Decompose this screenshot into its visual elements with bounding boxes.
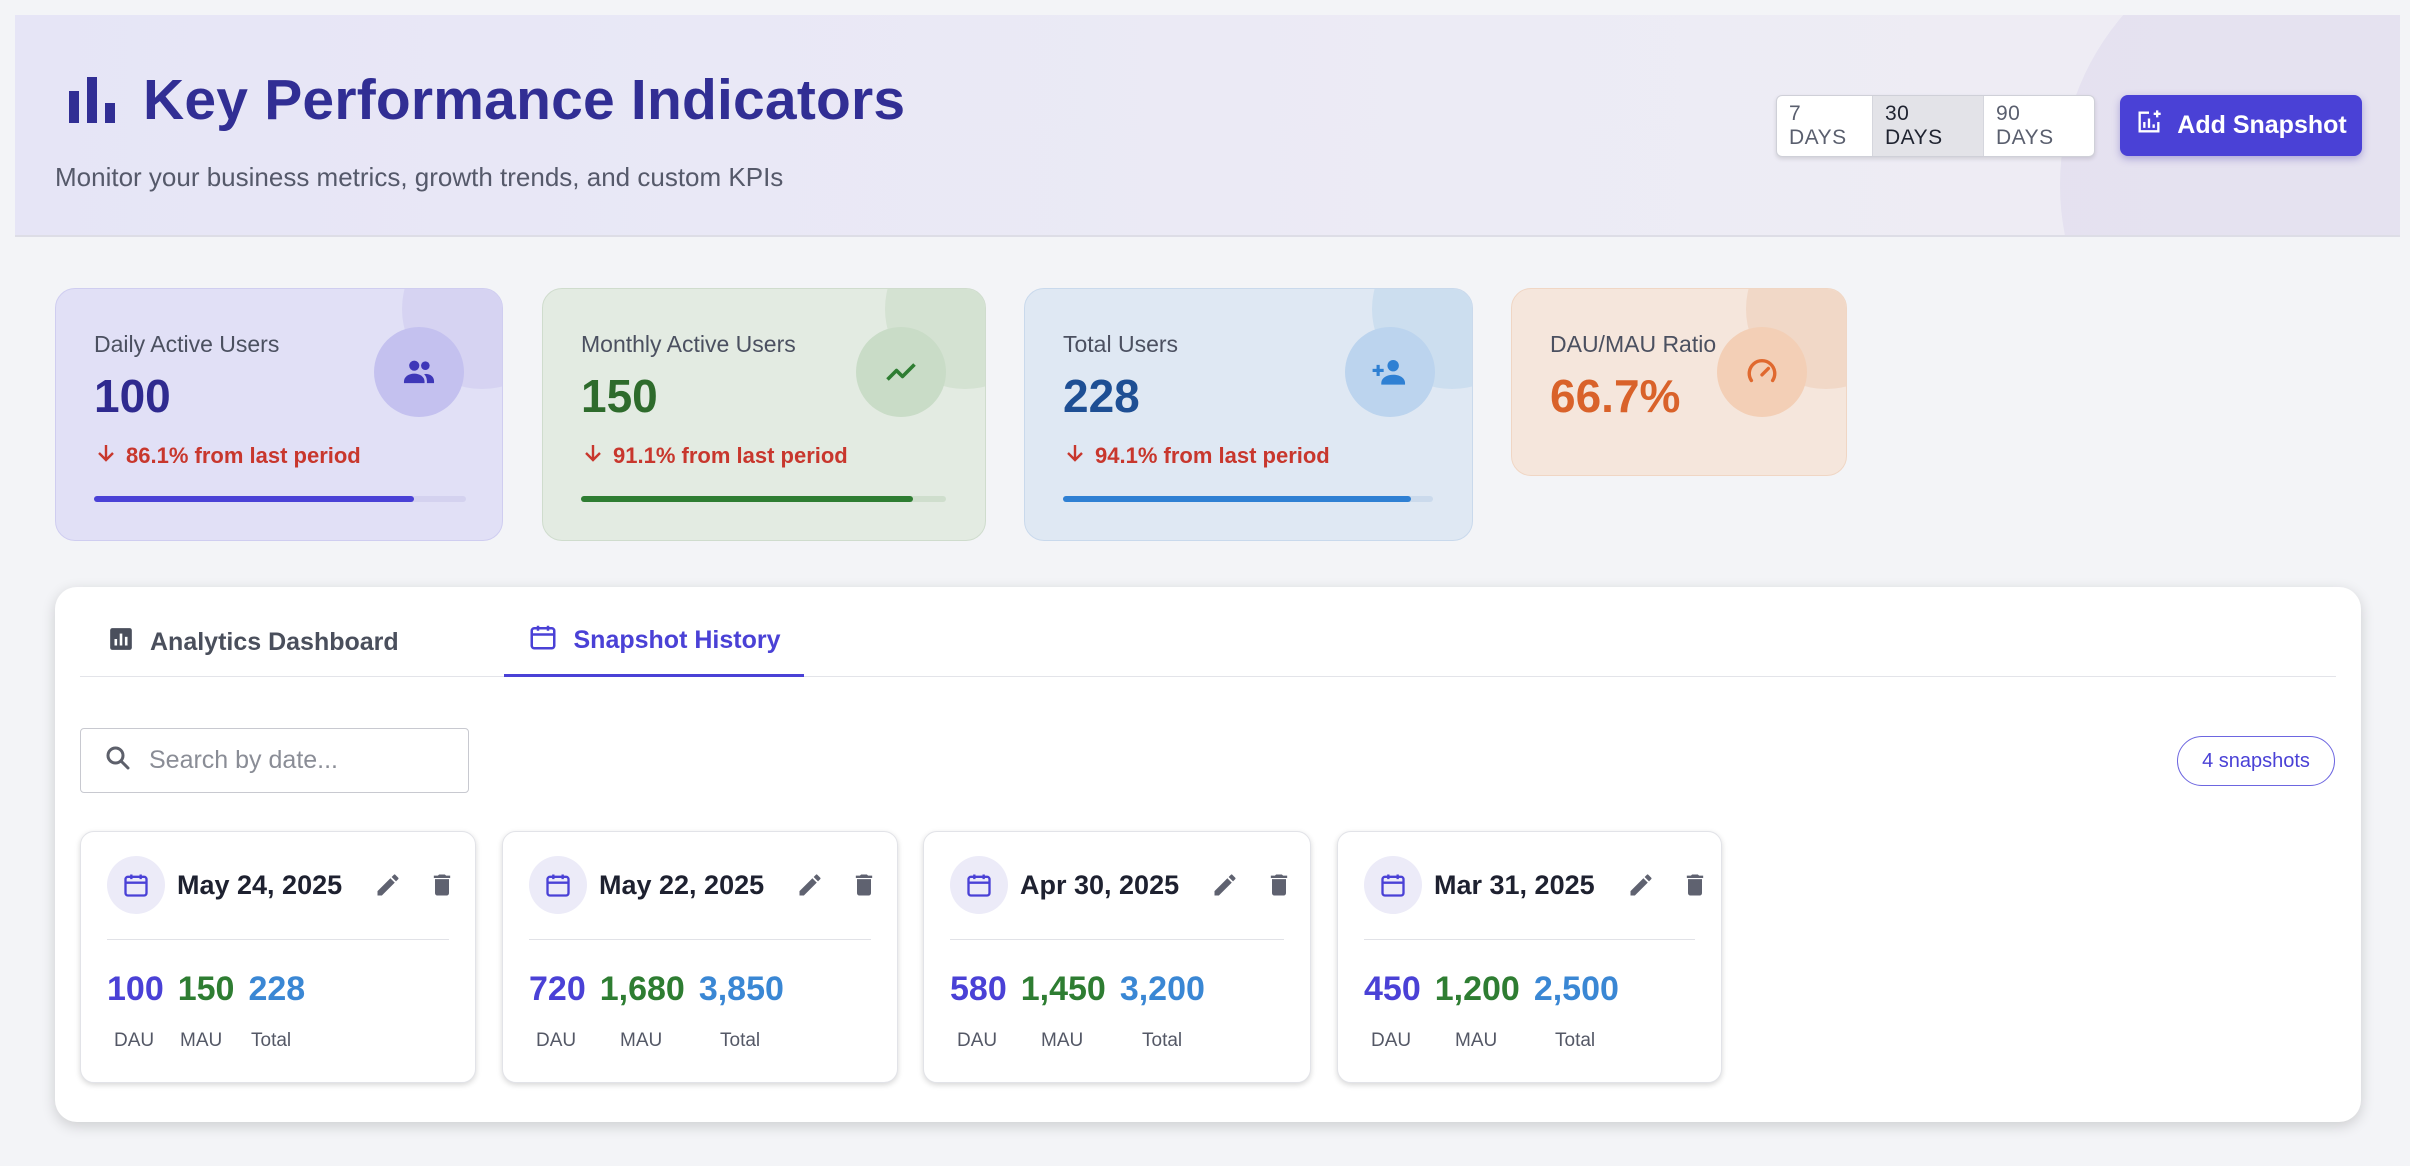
total-label: Total [720,1030,761,1051]
kpi-trend: 91.1% from last period [581,441,848,471]
kpi-value: 150 [581,370,658,422]
kpi-card-dau-mau-ratio: DAU/MAU Ratio 66.7% [1511,288,1847,476]
delete-icon[interactable] [1259,865,1299,905]
kpi-label: DAU/MAU Ratio [1550,331,1717,357]
speedometer-icon [1717,327,1807,417]
total-label: Total [1142,1030,1183,1051]
arrow-down-icon [1063,441,1087,471]
snapshot-card: May 24, 2025 100 150 228 DAU MAU Total [80,831,476,1083]
calendar-icon [1364,856,1422,914]
tab-analytics-dashboard[interactable]: Analytics Dashboard [108,607,399,677]
kpi-progress-bar [1063,496,1433,502]
kpi-card-mau: Monthly Active Users 150 91.1% from last… [542,288,986,541]
edit-icon[interactable] [1205,865,1245,905]
kpi-label: Daily Active Users [94,331,280,357]
kpi-label: Total Users [1063,331,1179,357]
snapshot-dau: 100 [107,970,164,1008]
snapshot-values: 580 1,450 3,200 [950,970,1205,1009]
dau-label: DAU [957,1030,998,1051]
arrow-down-icon [581,441,605,471]
range-30-days-button[interactable]: 30 DAYS [1873,96,1984,156]
snapshot-mau: 1,450 [1020,970,1106,1008]
snapshot-count-chip: 4 snapshots [2177,736,2335,786]
analytics-icon [108,626,134,659]
users-icon [374,327,464,417]
mau-label: MAU [620,1030,663,1051]
add-chart-icon [2135,108,2163,143]
total-label: Total [251,1030,292,1051]
kpi-trend: 86.1% from last period [94,441,361,471]
edit-icon[interactable] [790,865,830,905]
time-range-toggle: 7 DAYS 30 DAYS 90 DAYS [1776,95,2095,157]
kpi-trend: 94.1% from last period [1063,441,1330,471]
kpi-card-total-users: Total Users 228 94.1% from last period [1024,288,1473,541]
kpi-progress-bar [581,496,946,502]
calendar-icon [529,856,587,914]
search-field [80,728,469,793]
snapshot-date: Apr 30, 2025 [1020,869,1180,900]
snapshot-total: 2,500 [1533,970,1619,1008]
mau-label: MAU [1455,1030,1498,1051]
snapshot-date: May 24, 2025 [177,869,343,900]
dau-label: DAU [114,1030,155,1051]
bar-chart-icon [61,69,123,131]
edit-icon[interactable] [1621,865,1661,905]
snapshot-total: 3,200 [1119,970,1205,1008]
snapshot-date: May 22, 2025 [599,869,765,900]
add-snapshot-button[interactable]: Add Snapshot [2120,95,2362,156]
arrow-down-icon [94,441,118,471]
snapshot-date: Mar 31, 2025 [1434,869,1595,900]
snapshot-mau: 1,200 [1434,970,1520,1008]
snapshot-dau: 580 [950,970,1007,1008]
range-90-days-button[interactable]: 90 DAYS [1996,102,2054,149]
kpi-value: 228 [1063,370,1140,422]
total-label: Total [1555,1030,1596,1051]
kpi-label: Monthly Active Users [581,331,796,357]
snapshot-values: 720 1,680 3,850 [529,970,784,1009]
mau-label: MAU [180,1030,223,1051]
snapshot-card: Mar 31, 2025 450 1,200 2,500 DAU MAU Tot… [1337,831,1722,1083]
calendar-icon [107,856,165,914]
delete-icon[interactable] [844,865,884,905]
kpi-card-dau: Daily Active Users 100 86.1% from last p… [55,288,503,541]
tab-snapshot-history[interactable]: Snapshot History [504,607,804,677]
snapshot-card: May 22, 2025 720 1,680 3,850 DAU MAU Tot… [502,831,898,1083]
snapshot-panel: Analytics Dashboard Snapshot History 4 s… [55,587,2361,1122]
delete-icon[interactable] [1675,865,1715,905]
title-row: Key Performance Indicators [61,67,905,133]
add-snapshot-label: Add Snapshot [2177,111,2347,139]
snapshot-values: 100 150 228 [107,970,305,1009]
snapshot-dau: 720 [529,970,586,1008]
calendar-icon [528,622,558,659]
search-icon [103,743,133,778]
snapshot-values: 450 1,200 2,500 [1364,970,1619,1009]
snapshot-mau: 1,680 [599,970,685,1008]
tab-bar: Analytics Dashboard Snapshot History [80,607,2336,677]
trending-up-icon [856,327,946,417]
page-title: Key Performance Indicators [143,68,906,132]
kpi-value: 100 [94,370,171,422]
snapshot-mau: 150 [177,970,235,1008]
person-add-icon [1345,327,1435,417]
search-input[interactable] [149,746,429,775]
snapshot-total: 3,850 [698,970,784,1008]
snapshot-total: 228 [248,970,306,1008]
calendar-icon [950,856,1008,914]
kpi-value: 66.7% [1550,370,1681,422]
mau-label: MAU [1041,1030,1084,1051]
kpi-progress-bar [94,496,466,502]
snapshot-dau: 450 [1364,970,1421,1008]
snapshot-card: Apr 30, 2025 580 1,450 3,200 DAU MAU Tot… [923,831,1311,1083]
delete-icon[interactable] [422,865,462,905]
dau-label: DAU [536,1030,577,1051]
dau-label: DAU [1371,1030,1412,1051]
page-subtitle: Monitor your business metrics, growth tr… [55,162,784,192]
edit-icon[interactable] [368,865,408,905]
range-7-days-button[interactable]: 7 DAYS [1777,96,1873,156]
